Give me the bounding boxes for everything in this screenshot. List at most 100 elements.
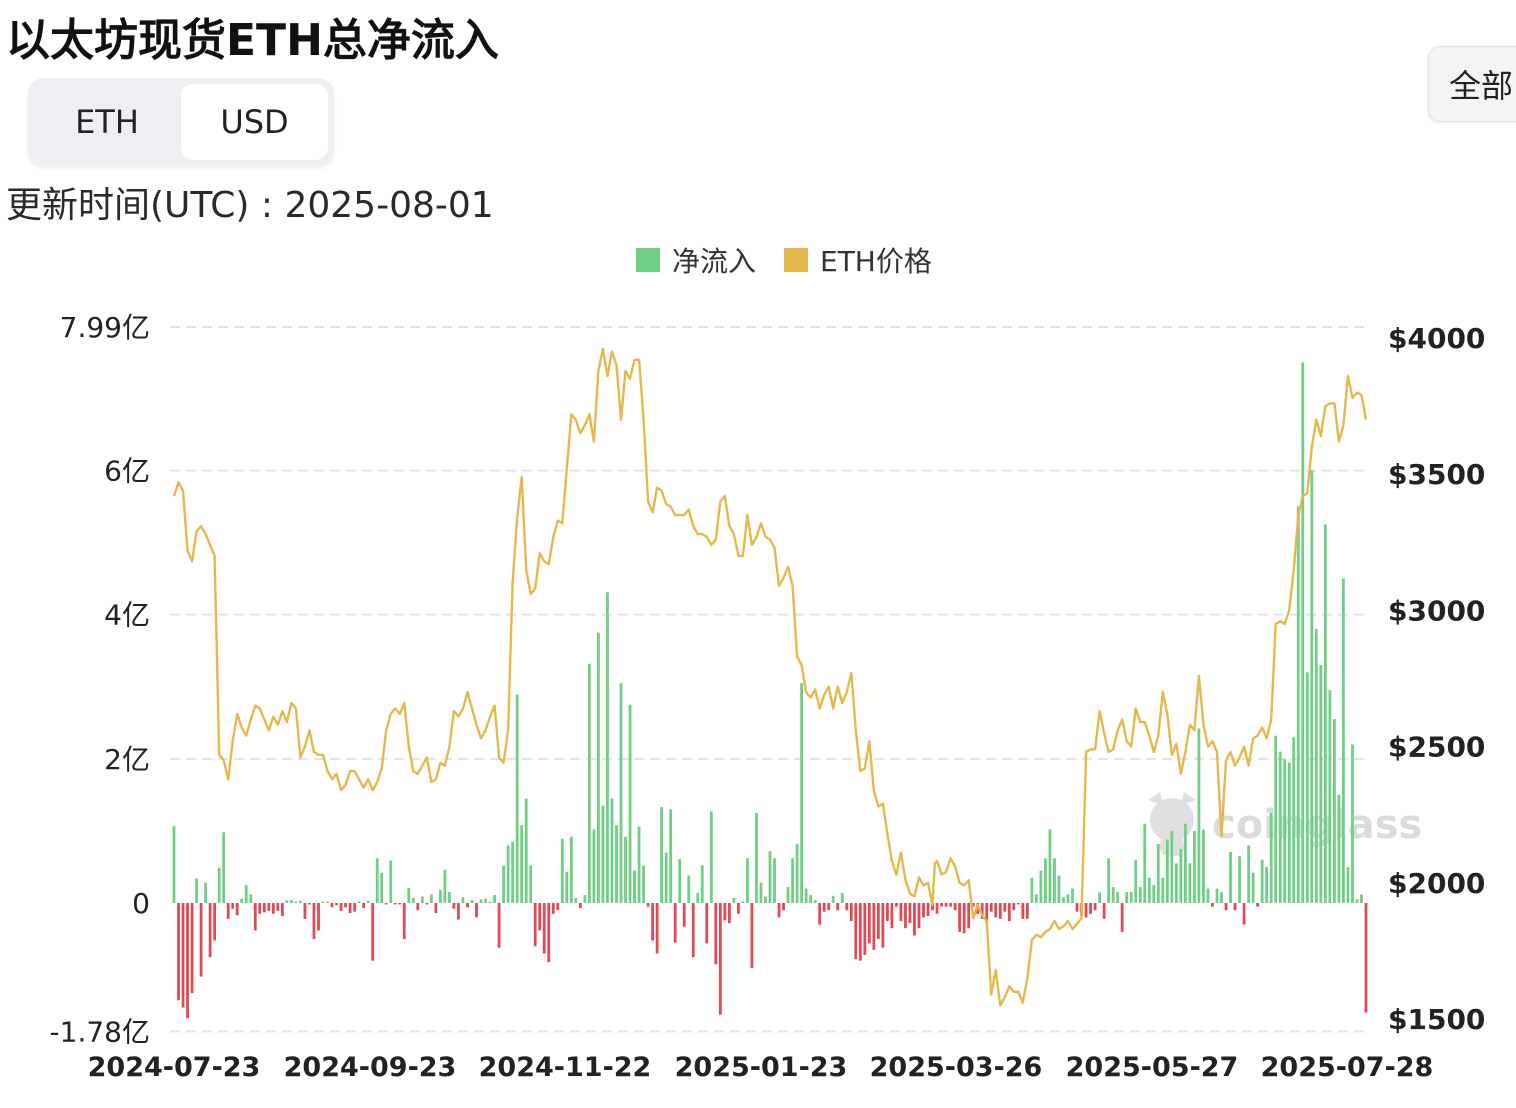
inflow-bar[interactable] bbox=[696, 892, 700, 903]
inflow-bar[interactable] bbox=[289, 900, 293, 903]
inflow-bar[interactable] bbox=[542, 903, 546, 954]
inflow-bar[interactable] bbox=[434, 903, 438, 914]
inflow-bar[interactable] bbox=[556, 903, 560, 911]
inflow-bar[interactable] bbox=[610, 798, 614, 903]
inflow-bar[interactable] bbox=[204, 882, 208, 903]
inflow-bar[interactable] bbox=[917, 903, 921, 929]
inflow-bar[interactable] bbox=[389, 860, 393, 903]
inflow-bar[interactable] bbox=[1296, 506, 1300, 903]
inflow-bar[interactable] bbox=[985, 903, 989, 924]
inflow-bar[interactable] bbox=[429, 894, 433, 903]
inflow-bar[interactable] bbox=[438, 890, 442, 903]
inflow-bar[interactable] bbox=[804, 888, 808, 903]
inflow-bar[interactable] bbox=[475, 903, 478, 918]
inflow-bar[interactable] bbox=[700, 865, 704, 903]
inflow-bar[interactable] bbox=[515, 694, 519, 903]
inflow-bar[interactable] bbox=[569, 836, 573, 903]
inflow-bar[interactable] bbox=[407, 887, 411, 903]
inflow-bar[interactable] bbox=[497, 903, 501, 948]
inflow-bar[interactable] bbox=[1360, 894, 1363, 903]
inflow-bar[interactable] bbox=[1120, 903, 1124, 932]
inflow-bar[interactable] bbox=[885, 903, 889, 922]
inflow-bar[interactable] bbox=[944, 903, 948, 907]
inflow-bar[interactable] bbox=[1111, 887, 1115, 903]
inflow-bar[interactable] bbox=[1215, 888, 1219, 903]
inflow-bar[interactable] bbox=[795, 843, 799, 903]
inflow-bar[interactable] bbox=[840, 892, 844, 903]
inflow-bar[interactable] bbox=[1156, 843, 1160, 903]
inflow-bar[interactable] bbox=[1342, 578, 1345, 903]
inflow-bar[interactable] bbox=[502, 865, 506, 903]
inflow-bar[interactable] bbox=[619, 683, 623, 903]
inflow-bar[interactable] bbox=[1242, 903, 1246, 925]
eth-price-line[interactable] bbox=[172, 347, 1368, 1007]
inflow-bar[interactable] bbox=[303, 903, 307, 919]
inflow-bar[interactable] bbox=[1174, 863, 1178, 903]
inflow-bar[interactable] bbox=[845, 903, 849, 911]
inflow-bar[interactable] bbox=[547, 903, 551, 963]
inflow-bar[interactable] bbox=[768, 851, 772, 903]
inflow-bar[interactable] bbox=[673, 903, 677, 943]
inflow-bar[interactable] bbox=[1188, 863, 1192, 903]
inflow-bar[interactable] bbox=[858, 903, 862, 961]
inflow-bar[interactable] bbox=[280, 903, 284, 916]
inflow-bar[interactable] bbox=[1170, 830, 1174, 903]
inflow-bar[interactable] bbox=[493, 895, 496, 903]
inflow-bar[interactable] bbox=[998, 903, 1002, 919]
inflow-bar[interactable] bbox=[1238, 856, 1241, 903]
inflow-bar[interactable] bbox=[578, 903, 582, 909]
inflow-bar[interactable] bbox=[669, 809, 673, 903]
inflow-bar[interactable] bbox=[773, 858, 776, 903]
inflow-bar[interactable] bbox=[1039, 870, 1043, 903]
inflow-bar[interactable] bbox=[186, 903, 189, 1019]
inflow-bar[interactable] bbox=[1355, 899, 1359, 903]
inflow-bar[interactable] bbox=[1305, 672, 1309, 903]
inflow-bar[interactable] bbox=[1044, 858, 1047, 903]
inflow-bar[interactable] bbox=[863, 903, 867, 955]
inflow-bar[interactable] bbox=[628, 704, 632, 903]
inflow-bar[interactable] bbox=[1346, 866, 1350, 903]
inflow-bar[interactable] bbox=[890, 903, 894, 929]
inflow-bar[interactable] bbox=[565, 872, 569, 903]
inflow-bar[interactable] bbox=[962, 903, 966, 934]
inflow-bar[interactable] bbox=[895, 903, 898, 907]
inflow-bar[interactable] bbox=[926, 903, 930, 916]
inflow-bar[interactable] bbox=[813, 900, 817, 903]
inflow-bar[interactable] bbox=[1030, 877, 1034, 903]
inflow-bar[interactable] bbox=[574, 897, 578, 903]
inflow-bar[interactable] bbox=[416, 903, 420, 911]
inflow-bar[interactable] bbox=[384, 903, 388, 905]
inflow-bar[interactable] bbox=[1269, 812, 1273, 903]
inflow-bar[interactable] bbox=[1260, 859, 1264, 903]
inflow-bar[interactable] bbox=[1152, 884, 1156, 903]
inflow-bar[interactable] bbox=[881, 903, 885, 948]
inflow-bar[interactable] bbox=[326, 901, 329, 903]
inflow-bar[interactable] bbox=[479, 899, 483, 903]
inflow-bar[interactable] bbox=[1048, 829, 1052, 903]
inflow-bar[interactable] bbox=[606, 592, 609, 903]
inflow-bar[interactable] bbox=[411, 897, 415, 903]
inflow-bar[interactable] bbox=[1053, 858, 1056, 903]
inflow-bar[interactable] bbox=[1292, 737, 1296, 903]
inflow-bar[interactable] bbox=[1098, 892, 1102, 903]
inflow-bar[interactable] bbox=[1093, 903, 1097, 911]
inflow-bar[interactable] bbox=[249, 894, 253, 903]
inflow-bar[interactable] bbox=[786, 887, 790, 903]
inflow-bar[interactable] bbox=[253, 903, 257, 931]
inflow-bar[interactable] bbox=[240, 898, 244, 903]
inflow-bar[interactable] bbox=[461, 897, 465, 903]
toggle-usd[interactable]: USD bbox=[181, 84, 328, 160]
inflow-bar[interactable] bbox=[362, 903, 366, 909]
inflow-bar[interactable] bbox=[533, 903, 537, 947]
inflow-bar[interactable] bbox=[1025, 903, 1029, 919]
inflow-bar[interactable] bbox=[484, 898, 487, 903]
inflow-bar[interactable] bbox=[1211, 903, 1214, 907]
inflow-bar[interactable] bbox=[1003, 903, 1007, 912]
inflow-bar[interactable] bbox=[551, 903, 555, 914]
inflow-bar[interactable] bbox=[371, 903, 375, 961]
inflow-bar[interactable] bbox=[931, 903, 934, 911]
inflow-bar[interactable] bbox=[1256, 903, 1260, 907]
inflow-bar[interactable] bbox=[1102, 903, 1106, 919]
range-all-button[interactable]: 全部 bbox=[1428, 46, 1516, 122]
inflow-bar[interactable] bbox=[353, 903, 357, 912]
